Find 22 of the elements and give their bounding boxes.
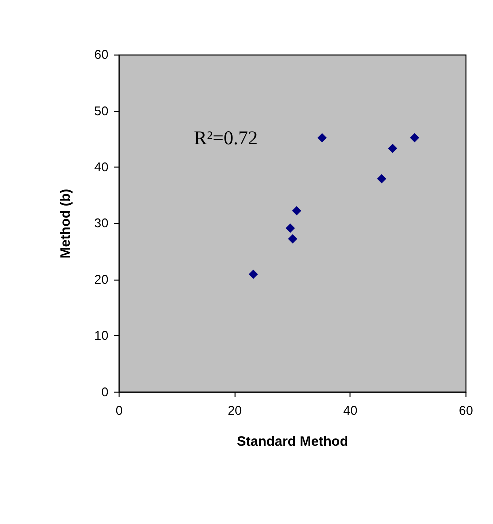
point bbox=[318, 133, 327, 143]
x-tick-label: 0 bbox=[116, 404, 123, 418]
x-tick-label: 20 bbox=[228, 404, 242, 418]
y-tick-label: 20 bbox=[94, 272, 109, 287]
y-tick-label: 0 bbox=[102, 385, 109, 400]
y-tick-label: 40 bbox=[94, 160, 109, 175]
point bbox=[377, 174, 387, 184]
y-tick-label: 50 bbox=[94, 104, 109, 118]
y-axis-title: Method (b) bbox=[58, 189, 74, 259]
x-tick-label: 40 bbox=[344, 404, 358, 418]
point bbox=[292, 206, 302, 216]
y-tick-label: 30 bbox=[94, 216, 109, 231]
annotation: R²=0.72 bbox=[194, 128, 258, 150]
point bbox=[248, 270, 258, 280]
y-tick-label: 60 bbox=[94, 48, 109, 62]
point bbox=[410, 133, 420, 143]
point bbox=[388, 144, 398, 154]
y-tick-label: 10 bbox=[94, 329, 109, 344]
point bbox=[286, 224, 296, 234]
x-axis-title: Standard Method bbox=[237, 434, 348, 449]
point bbox=[288, 234, 298, 244]
x-tick-label: 60 bbox=[459, 404, 474, 418]
